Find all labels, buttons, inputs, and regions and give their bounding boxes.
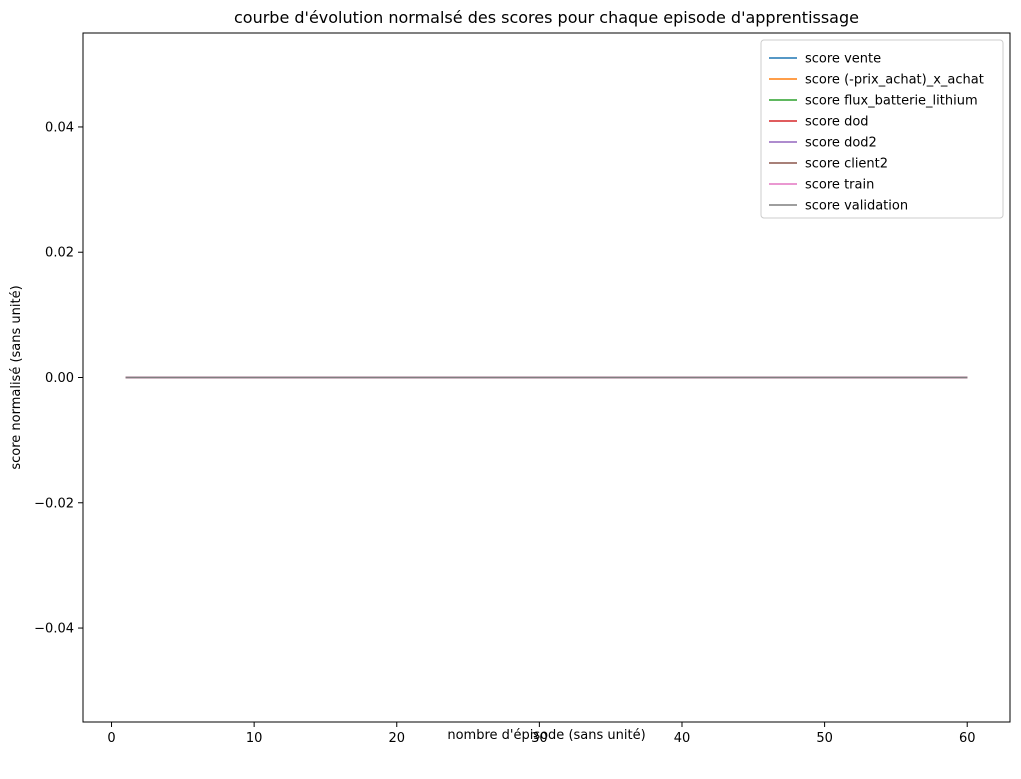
x-tick-label: 10 <box>246 731 263 746</box>
legend-label: score (-prix_achat)_x_achat <box>805 73 984 88</box>
x-axis-label: nombre d'épisode (sans unité) <box>447 728 645 743</box>
y-tick-label: 0.02 <box>45 246 74 261</box>
x-tick-label: 60 <box>959 731 976 746</box>
x-tick-label: 50 <box>816 731 833 746</box>
legend-label: score client2 <box>805 157 888 172</box>
legend-label: score dod <box>805 115 869 130</box>
y-tick-label: 0.04 <box>45 120 74 135</box>
y-tick-label: −0.04 <box>34 622 74 637</box>
x-tick-label: 30 <box>531 731 548 746</box>
y-axis-label: score normalisé (sans unité) <box>9 285 24 469</box>
x-axis: 0 10 20 30 40 50 60 <box>107 722 975 746</box>
legend-label: score dod2 <box>805 136 877 151</box>
x-tick-label: 40 <box>674 731 691 746</box>
legend-label: score train <box>805 178 874 193</box>
legend: score vente score (-prix_achat)_x_achatsc… <box>760 39 1004 219</box>
y-tick-label: 0.00 <box>45 371 74 386</box>
x-tick-label: 20 <box>388 731 405 746</box>
legend-label: score vente <box>805 52 881 67</box>
x-tick-label: 0 <box>107 731 115 746</box>
legend-label: score flux_batterie_lithium <box>805 94 978 109</box>
legend-label: score validation <box>805 199 908 214</box>
y-tick-label: −0.02 <box>34 496 74 511</box>
y-axis: −0.04 −0.02 0.00 0.02 0.04 <box>34 120 83 637</box>
chart-title: courbe d'évolution normalsé des scores p… <box>234 8 859 27</box>
legend-box <box>760 39 1004 219</box>
